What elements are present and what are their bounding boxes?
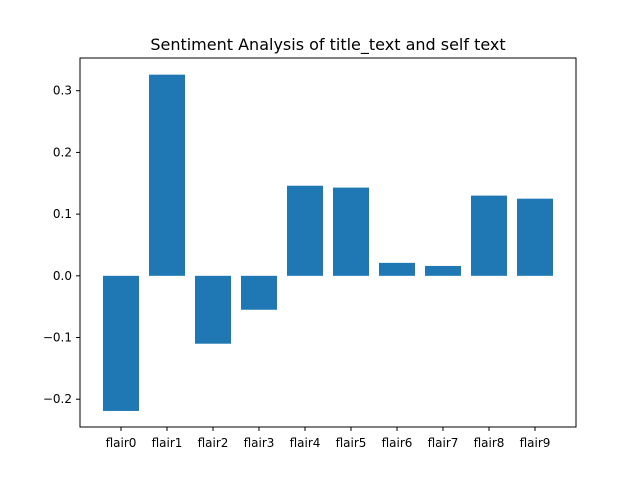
x-tick-label: flair0: [106, 436, 137, 450]
bar-flair7: [425, 265, 461, 276]
y-tick-label: 0.3: [53, 84, 72, 98]
x-tick-label: flair1: [152, 436, 183, 450]
bar-flair9: [517, 198, 553, 276]
bar-flair4: [287, 185, 323, 276]
plot-frame: [79, 57, 577, 428]
x-tick-label: flair7: [428, 436, 459, 450]
x-tick-label: flair9: [520, 436, 551, 450]
x-axis: flair0 flair1 flair2 flair3 flair4 flair5 flai…: [106, 427, 551, 450]
x-tick-label: flair8: [474, 436, 505, 450]
bar-flair2: [195, 275, 231, 344]
bar-flair3: [241, 275, 277, 310]
x-tick-label: flair6: [382, 436, 413, 450]
y-tick-label: 0.0: [53, 269, 72, 283]
y-tick-label: 0.2: [53, 145, 72, 159]
chart-title: Sentiment Analysis of title_text and sel…: [150, 35, 505, 55]
bar-flair6: [379, 262, 415, 276]
bars-group: [103, 74, 553, 411]
y-tick-label: −0.2: [43, 392, 72, 406]
y-tick-label: 0.1: [53, 207, 72, 221]
y-tick-label: −0.1: [43, 331, 72, 345]
bar-flair1: [149, 74, 185, 276]
y-axis: −0.2 −0.1 0.0 0.1 0.2 0.3: [43, 84, 80, 406]
bar-flair0: [103, 275, 139, 411]
x-tick-label: flair5: [336, 436, 367, 450]
x-tick-label: flair4: [290, 436, 321, 450]
bar-flair8: [471, 195, 507, 276]
x-tick-label: flair2: [198, 436, 229, 450]
x-tick-label: flair3: [244, 436, 275, 450]
bar-flair5: [333, 187, 369, 276]
